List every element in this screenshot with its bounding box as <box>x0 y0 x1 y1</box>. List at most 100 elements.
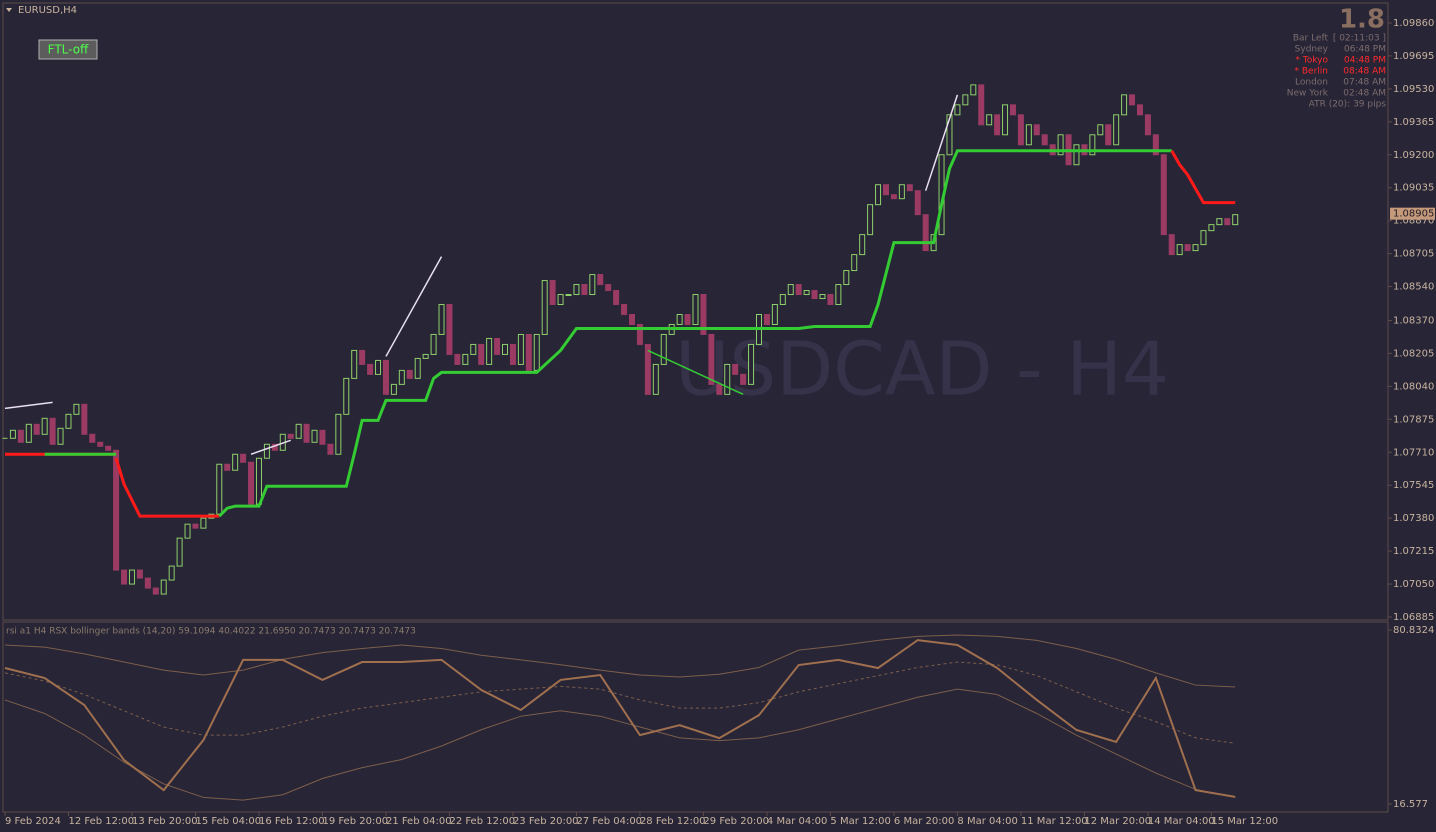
candle <box>319 429 326 445</box>
indicator-line <box>4 634 1236 688</box>
session-time: 04:48 PM <box>1344 56 1386 66</box>
candle <box>335 413 342 455</box>
session-name: Sydney <box>1295 45 1329 55</box>
candle <box>113 449 120 571</box>
candle <box>343 377 350 415</box>
candle <box>494 337 501 355</box>
candle <box>573 284 580 296</box>
x-tick-label: 23 Feb 20:00 <box>513 816 579 827</box>
candle <box>1176 244 1183 256</box>
bar-left: [ 02:11:03 ] <box>1333 34 1386 44</box>
candle <box>1144 114 1151 136</box>
candle <box>232 453 239 471</box>
candle <box>1184 244 1191 252</box>
session-name: London <box>1295 78 1328 88</box>
x-tick-label: 27 Feb 04:00 <box>576 816 642 827</box>
candle <box>1105 124 1112 146</box>
candle <box>1017 114 1024 146</box>
candle <box>168 565 175 581</box>
x-tick-label: 14 Mar 04:00 <box>1148 816 1215 827</box>
candle <box>255 457 262 505</box>
x-tick-label: 29 Feb 20:00 <box>703 816 769 827</box>
x-tick-label: 22 Feb 12:00 <box>449 816 515 827</box>
candle <box>136 569 143 579</box>
x-tick-label: 16 Feb 12:00 <box>259 816 325 827</box>
indicator-line <box>4 661 1236 744</box>
candle <box>763 313 770 325</box>
trend-line <box>385 256 443 357</box>
indicator-title: rsi a1 H4 RSX bollinger bands (14,20) 59… <box>6 627 416 637</box>
candle <box>462 353 469 365</box>
atr: ATR (20): 39 pips <box>1309 100 1387 110</box>
y-tick-label: 1.09035 <box>1393 183 1434 194</box>
candle <box>517 333 524 365</box>
candle <box>779 294 786 306</box>
candle <box>65 413 72 429</box>
y-tick-label: 1.08705 <box>1393 249 1434 260</box>
candle <box>17 429 24 443</box>
x-tick-label: 4 Mar 04:00 <box>767 816 827 827</box>
candle <box>295 423 302 439</box>
candle <box>406 369 413 379</box>
candle <box>1025 124 1032 146</box>
x-tick-label: 11 Mar 12:00 <box>1021 816 1088 827</box>
candle <box>597 274 604 286</box>
candle <box>478 343 485 365</box>
y-tick-label: 1.08540 <box>1393 282 1434 293</box>
candle <box>1033 124 1040 136</box>
trend-line <box>4 401 53 410</box>
candle <box>716 383 723 395</box>
candle <box>732 363 739 375</box>
candle <box>128 569 135 585</box>
candle <box>1208 224 1215 232</box>
x-tick-label: 15 Feb 04:00 <box>195 816 261 827</box>
y-tick-label: 1.08040 <box>1393 381 1434 392</box>
candle <box>819 294 826 300</box>
x-tick-label: 19 Feb 20:00 <box>322 816 388 827</box>
candle <box>613 290 620 306</box>
candle <box>57 427 64 445</box>
candle <box>549 280 556 306</box>
candle <box>525 333 532 371</box>
candle <box>89 433 96 443</box>
session-time: 02:48 AM <box>1343 89 1386 99</box>
candle <box>954 104 961 116</box>
candle <box>1136 104 1143 116</box>
session-name: * Tokyo <box>1295 56 1328 66</box>
session-time: 08:48 AM <box>1343 67 1386 77</box>
candle <box>652 363 659 395</box>
candle <box>859 234 866 256</box>
candle <box>882 184 889 196</box>
candle <box>390 383 397 395</box>
trend-line <box>924 94 959 191</box>
candle <box>1192 244 1199 252</box>
candle <box>692 294 699 325</box>
y-tick-label: 1.08205 <box>1393 348 1434 359</box>
candle <box>311 429 318 443</box>
y-tick-label: 1.07875 <box>1393 414 1434 425</box>
candle <box>629 313 636 325</box>
ftl-button[interactable] <box>38 39 98 60</box>
y-tick-label: 16.577 <box>1393 799 1428 810</box>
candle <box>327 443 334 455</box>
x-tick-label: 13 Feb 20:00 <box>132 816 198 827</box>
indicator-line <box>4 688 1236 801</box>
x-tick-label: 5 Mar 12:00 <box>830 816 890 827</box>
y-tick-label: 1.07710 <box>1393 447 1434 458</box>
candle <box>1232 214 1239 226</box>
candle <box>541 280 548 335</box>
candle <box>1129 94 1136 106</box>
candle <box>700 294 707 335</box>
candle <box>470 343 477 355</box>
y-tick-label: 1.07380 <box>1393 513 1434 524</box>
candle <box>509 343 516 365</box>
candle <box>867 204 874 236</box>
candle <box>875 184 882 206</box>
session-name: New York <box>1287 89 1329 99</box>
candle <box>795 284 802 296</box>
candle <box>41 417 48 435</box>
candle <box>676 313 683 325</box>
ftl-button-label[interactable]: FTL-off <box>48 43 89 57</box>
candle <box>605 284 612 292</box>
candle <box>803 290 810 296</box>
